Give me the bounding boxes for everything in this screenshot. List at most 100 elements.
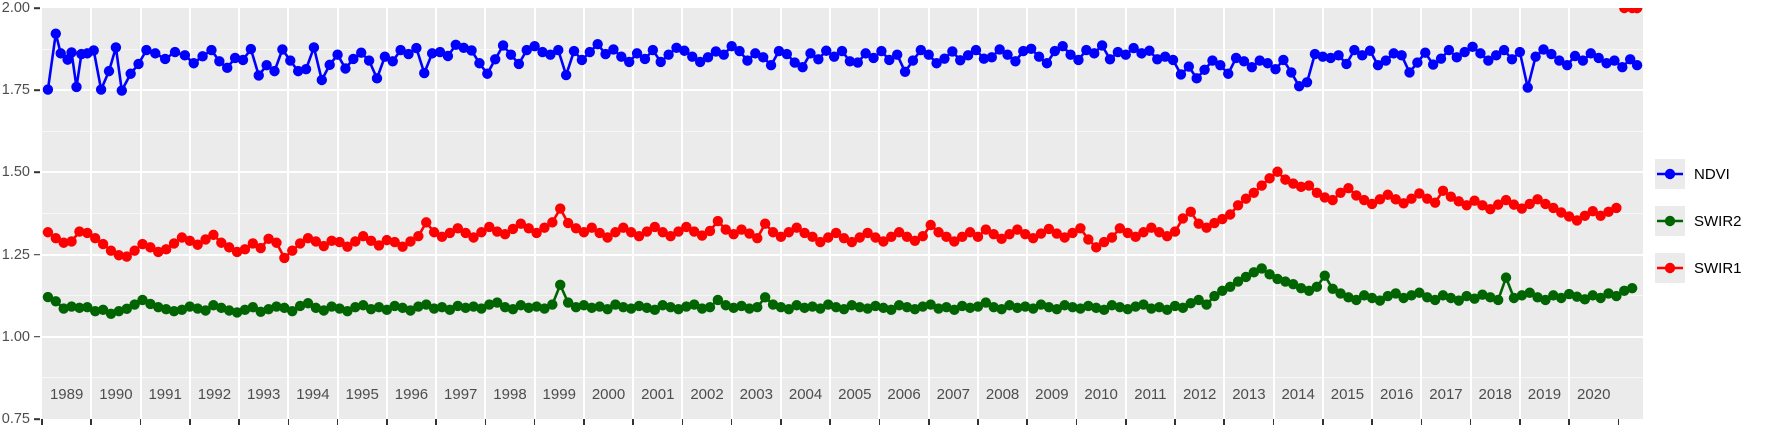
- data-point: [334, 236, 345, 248]
- data-point: [436, 302, 448, 313]
- data-point: [389, 236, 400, 248]
- data-point: [1120, 49, 1131, 60]
- data-point: [97, 304, 109, 316]
- gridline-major-horizontal: [42, 171, 1643, 174]
- data-point: [1366, 292, 1378, 304]
- data-point: [458, 42, 469, 53]
- x-axis-tick-mark: [1568, 419, 1570, 425]
- legend-items: NDVI SWIR2 SWIR1: [1655, 159, 1742, 283]
- data-point: [1122, 303, 1133, 315]
- data-point: [1524, 198, 1535, 210]
- data-point: [1556, 292, 1567, 304]
- data-point: [1483, 55, 1494, 66]
- data-point: [310, 302, 322, 314]
- data-point: [1390, 288, 1401, 299]
- gridline-major-vertical: [1518, 8, 1521, 419]
- x-axis-year-label: 1996: [394, 386, 429, 403]
- x-axis-year-label: 1995: [345, 386, 379, 403]
- legend-item-swir2[interactable]: SWIR2: [1655, 206, 1742, 236]
- data-point: [610, 227, 621, 238]
- series-layer: [42, 8, 1643, 319]
- x-axis-year-label: 1997: [444, 386, 478, 403]
- legend-item-ndvi[interactable]: NDVI: [1655, 159, 1742, 189]
- x-axis-tick-mark: [1371, 419, 1373, 425]
- data-point: [1530, 51, 1541, 62]
- data-point: [1295, 282, 1307, 294]
- data-point: [1398, 198, 1409, 209]
- data-point: [823, 232, 834, 243]
- data-point: [66, 47, 77, 58]
- data-point: [1209, 217, 1220, 229]
- data-point: [767, 227, 779, 238]
- data-point: [862, 227, 873, 239]
- data-point: [641, 302, 653, 314]
- x-axis-tick-mark: [90, 419, 93, 425]
- x-axis-tick-mark: [1026, 419, 1029, 425]
- data-point: [121, 303, 132, 315]
- data-point: [460, 227, 471, 239]
- x-axis-year-label: 2020: [1577, 386, 1611, 403]
- x-axis-tick-mark: [1124, 419, 1127, 425]
- data-point: [1327, 194, 1338, 206]
- data-point: [1429, 294, 1441, 306]
- data-point: [1475, 48, 1486, 59]
- data-point: [133, 58, 144, 70]
- data-point: [363, 55, 375, 66]
- gridline-minor-horizontal: [42, 295, 1643, 297]
- data-point: [1230, 52, 1242, 64]
- data-point: [996, 233, 1007, 245]
- data-point: [50, 296, 61, 307]
- data-point: [1217, 285, 1228, 296]
- data-point: [679, 45, 690, 56]
- data-point: [681, 221, 692, 233]
- x-axis-tick-mark: [829, 419, 831, 425]
- data-point: [687, 51, 698, 62]
- data-point: [1445, 292, 1457, 304]
- x-axis-tick-mark: [730, 419, 733, 425]
- data-point: [1532, 194, 1543, 205]
- legend-item-swir1[interactable]: SWIR1: [1655, 253, 1742, 283]
- data-point: [113, 250, 125, 261]
- data-point: [1309, 48, 1321, 60]
- data-point: [426, 48, 438, 59]
- data-point: [1508, 199, 1520, 210]
- data-point: [923, 49, 934, 60]
- series-swir2: [42, 8, 1643, 319]
- gridline-major-vertical: [1420, 8, 1423, 419]
- data-point: [1631, 60, 1643, 71]
- data-point: [1091, 302, 1102, 314]
- data-point: [1443, 44, 1455, 56]
- data-point: [1540, 198, 1551, 210]
- data-point: [1414, 188, 1425, 199]
- data-point: [1264, 269, 1275, 280]
- data-point: [1081, 44, 1092, 56]
- data-point: [1106, 232, 1118, 243]
- data-point: [641, 226, 653, 237]
- x-axis-year-label: 1992: [197, 386, 232, 403]
- x-axis-year-label: 2011: [1134, 386, 1167, 403]
- data-point: [531, 227, 542, 239]
- data-point: [1514, 46, 1526, 58]
- data-point: [1500, 272, 1512, 283]
- data-point: [239, 304, 251, 316]
- data-point: [702, 52, 714, 63]
- y-axis: 2.00 1.75 1.50 1.25 1.00 0.75: [0, 0, 42, 442]
- data-point: [1349, 44, 1360, 56]
- data-point: [1603, 206, 1614, 218]
- data-point: [775, 302, 787, 313]
- data-point: [1154, 302, 1165, 313]
- data-point: [610, 299, 621, 310]
- data-point: [586, 302, 597, 314]
- data-point: [1130, 301, 1141, 312]
- data-point: [562, 297, 574, 308]
- data-point: [1012, 302, 1023, 314]
- data-point: [736, 224, 747, 235]
- data-point: [1027, 303, 1039, 314]
- data-point: [285, 55, 296, 66]
- data-point: [576, 54, 588, 66]
- data-point: [66, 301, 77, 312]
- data-point: [553, 44, 564, 56]
- data-point: [1554, 55, 1565, 66]
- data-point: [179, 50, 191, 61]
- data-point: [269, 65, 280, 77]
